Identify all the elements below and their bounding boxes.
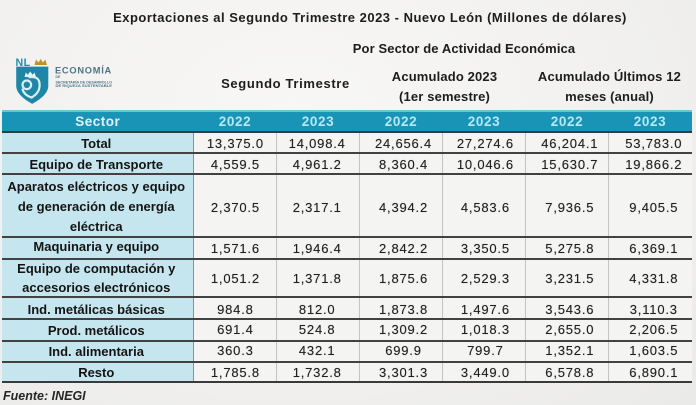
- svg-text:SECRETARÍA DE DESARROLLO: SECRETARÍA DE DESARROLLO: [56, 80, 113, 85]
- svg-text:DE RIQUEZA SUSTENTABLE: DE RIQUEZA SUSTENTABLE: [56, 84, 113, 88]
- svg-text:NL: NL: [16, 57, 31, 69]
- svg-text:ECONOMÍA: ECONOMÍA: [55, 65, 112, 76]
- svg-text:DE: DE: [56, 75, 61, 79]
